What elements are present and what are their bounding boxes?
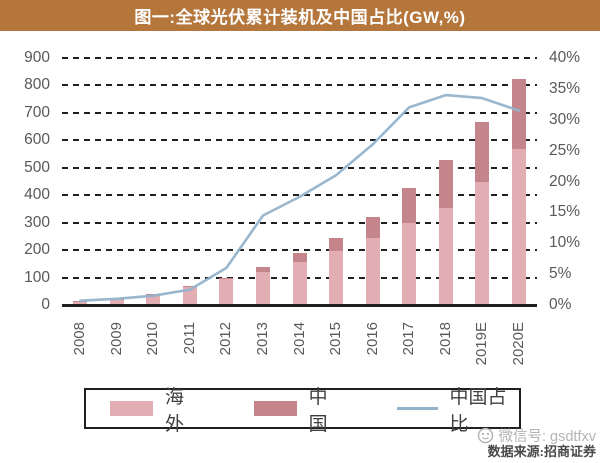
y-axis-tick-left-200: 200 [24,241,50,259]
y-axis-tick-right-40%: 40% [549,49,581,66]
legend-swatch-overseas [110,401,153,416]
y-axis-tick-left-0: 0 [41,296,50,313]
y-axis-tick-left-400: 400 [24,186,50,204]
x-axis-tick-2018: 2018 [436,322,454,356]
bar-overseas-2015 [329,251,344,305]
gridline-200 [62,249,537,252]
y-axis-tick-right-5%: 5% [549,265,572,283]
y-axis-tick-right-25%: 25% [549,141,581,159]
legend-label-china: 中国 [308,386,328,435]
y-axis-tick-left-500: 500 [24,158,50,176]
bar-china-2016 [365,217,380,239]
x-axis-tick-2009: 2009 [107,322,125,356]
bar-china-2011 [182,285,197,287]
y-axis-tick-left-600: 600 [24,131,50,149]
y-axis-tick-right-35%: 35% [549,79,581,97]
watermark: 微信号: gsdtfxv 数据来源:招商证券 [477,427,597,460]
data-source-label: 数据来源:招商证券 [487,444,596,459]
legend-swatch-china [253,401,297,416]
bar-china-2020E [511,78,526,149]
bar-china-2013 [255,266,270,272]
gridline-300 [62,221,537,224]
gridline-400 [62,194,537,197]
gridline-900 [62,57,537,59]
y-axis-tick-left-700: 700 [24,103,50,121]
title-bar: 图一:全球光伏累计装机及中国占比(GW,%) [0,0,600,31]
y-axis-tick-left-900: 900 [24,49,50,66]
x-axis-tick-2008: 2008 [71,322,89,356]
bar-china-2015 [329,238,344,252]
y-axis-tick-right-10%: 10% [549,234,581,252]
chart-title: 图一:全球光伏累计装机及中国占比(GW,%) [134,8,466,27]
bar-overseas-2016 [365,238,380,305]
wechat-watermark-row: 微信号: gsdtfxv [477,427,597,445]
bar-overseas-2014 [292,261,307,305]
y-axis-tick-left-800: 800 [24,76,50,94]
gridline-700 [62,111,537,114]
bar-china-2018 [438,159,453,208]
gridline-600 [62,139,537,142]
bar-overseas-2019E [475,182,490,305]
x-axis-tick-2014: 2014 [290,322,308,356]
y-axis-tick-right-20%: 20% [549,172,581,190]
x-axis-tick-2016: 2016 [363,322,381,356]
bar-china-2012 [219,277,234,280]
y-axis-tick-right-15%: 15% [549,203,581,221]
y-axis-tick-left-100: 100 [24,268,50,286]
gridline-500 [62,166,537,169]
bar-china-2017 [402,188,417,224]
x-axis-tick-2020E: 2020E [509,322,527,366]
legend-box: 海外 中国 中国占比 [84,387,521,435]
wechat-id-label: 微信号: gsdtfxv [498,429,597,445]
x-axis-line [62,304,537,307]
x-axis-tick-2019E: 2019E [473,322,491,366]
bar-overseas-2017 [402,223,417,305]
y-axis-tick-left-300: 300 [24,213,50,231]
bar-china-2019E [475,121,490,183]
bar-overseas-2020E [511,148,526,305]
legend-label-overseas: 海外 [164,386,184,435]
bar-overseas-2018 [438,207,453,305]
x-axis-tick-2012: 2012 [217,322,235,356]
y-axis-tick-right-0%: 0% [549,296,572,313]
y-axis-tick-right-30%: 30% [549,110,581,128]
x-axis-tick-2015: 2015 [327,322,345,356]
legend-label-share: 中国占比 [449,386,507,435]
x-axis-tick-2013: 2013 [253,322,271,356]
smiley-icon [477,427,493,444]
x-axis-tick-2010: 2010 [144,322,162,356]
x-axis-tick-2011: 2011 [180,322,198,355]
bar-china-2014 [292,253,307,262]
chart-plot-area: 0 100 200 300 400 500 600 700 800 900 0% 5% 10% 15% 20… [0,31,600,431]
legend-line-swatch-share [397,407,438,410]
bar-overseas-2011 [182,286,197,305]
bar-overseas-2008 [73,300,88,305]
x-axis-tick-2017: 2017 [400,322,418,356]
bar-overseas-2012 [219,279,234,305]
bar-overseas-2013 [255,271,270,305]
gridline-800 [62,84,537,87]
